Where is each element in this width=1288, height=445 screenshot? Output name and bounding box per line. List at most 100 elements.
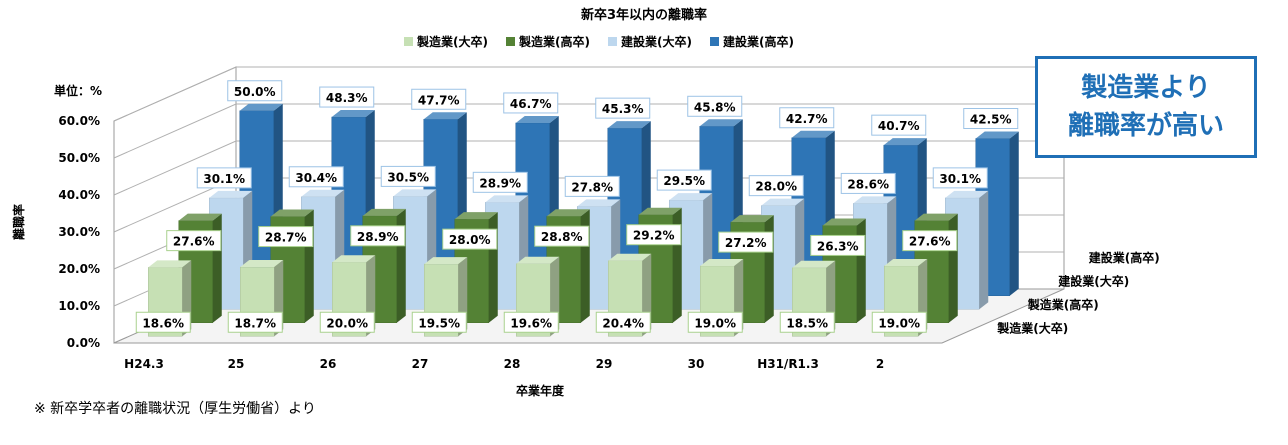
data-label-box <box>534 225 590 247</box>
y-tick-label: 30.0% <box>58 225 100 239</box>
bar-top <box>332 255 376 263</box>
legend-swatch-mfg-hs <box>505 37 515 46</box>
bar-top <box>301 189 345 197</box>
data-label: 27.2% <box>725 236 767 250</box>
bar-top <box>730 215 774 223</box>
data-label: 29.2% <box>633 229 675 243</box>
legend-swatch-con-hs <box>709 37 719 46</box>
bar-top <box>791 130 835 138</box>
data-label: 20.0% <box>326 316 368 330</box>
data-label: 29.5% <box>663 174 705 188</box>
bar-top <box>424 257 468 265</box>
legend: 製造業(大卒) 製造業(高卒) 建設業(大卒) 建設業(高卒) <box>404 33 794 50</box>
bar-top <box>393 189 437 197</box>
data-label: 18.5% <box>786 316 828 330</box>
data-label: 28.9% <box>357 230 399 244</box>
data-label-box <box>595 311 651 333</box>
data-label: 28.8% <box>541 230 583 244</box>
bar-top <box>362 208 406 216</box>
bar-top <box>914 213 958 221</box>
data-label: 19.6% <box>510 316 552 330</box>
legend-label-mfg-hs: 製造業(高卒) <box>518 35 590 49</box>
data-label-box <box>503 311 559 333</box>
bar-top <box>761 198 805 206</box>
data-label-box <box>350 225 406 247</box>
bar-top <box>822 218 866 226</box>
x-tick-label: 30 <box>688 357 705 371</box>
data-label-box <box>656 169 712 191</box>
x-tick-label: H24.3 <box>124 357 164 371</box>
legend-item-con-hs: 建設業(高卒) <box>709 33 794 50</box>
chart-title: 新卒3年以内の離職率 <box>580 8 708 23</box>
data-label: 19.0% <box>694 316 736 330</box>
bar-top <box>792 260 836 268</box>
bar-top <box>454 212 498 220</box>
data-label-box <box>472 171 528 193</box>
data-label-box <box>442 228 498 250</box>
bar-side <box>948 213 958 323</box>
bar-top <box>178 213 222 221</box>
y-tick-label: 20.0% <box>58 262 100 276</box>
data-label-box <box>258 226 314 248</box>
data-label-box <box>503 92 559 114</box>
data-label-box <box>840 172 896 194</box>
bar-top <box>669 193 713 201</box>
x-tick-label: H31/R1.3 <box>757 357 819 371</box>
x-tick-label: 26 <box>320 357 337 371</box>
data-label-box <box>288 166 344 188</box>
data-label-box <box>748 175 804 197</box>
data-label: 28.9% <box>479 176 521 190</box>
data-label: 19.5% <box>418 316 460 330</box>
y-tick-label: 0.0% <box>67 336 100 350</box>
y-tick-label: 10.0% <box>58 299 100 313</box>
data-label-box <box>932 167 988 189</box>
source-note: ※ 新卒学卒者の離職状況（厚生労働省）より <box>34 401 316 417</box>
bar-top <box>945 190 989 198</box>
legend-swatch-mfg-univ <box>404 37 413 46</box>
gridline <box>113 103 1064 159</box>
data-label-box <box>810 234 866 256</box>
data-label: 30.5% <box>387 170 429 184</box>
data-label: 45.8% <box>694 100 736 114</box>
y-tick-label: 60.0% <box>58 114 100 128</box>
legend-swatch-con-univ <box>607 37 617 46</box>
data-label-box <box>779 107 835 129</box>
data-label-box <box>380 165 436 187</box>
bar-top <box>515 115 559 123</box>
bar-side <box>212 213 222 323</box>
y-tick-label: 40.0% <box>58 188 100 202</box>
depth-tick-label: 建設業(高卒) <box>1088 250 1160 265</box>
data-label: 47.7% <box>418 93 460 107</box>
bar-top <box>239 103 283 111</box>
data-label: 27.6% <box>909 235 951 249</box>
bar-side <box>979 190 989 310</box>
x-tick-label: 25 <box>228 357 245 371</box>
data-label: 28.0% <box>449 233 491 247</box>
data-label-box <box>411 311 467 333</box>
data-label-box <box>411 88 467 110</box>
data-label-box <box>871 311 927 333</box>
data-label: 42.7% <box>786 112 828 126</box>
data-label-box <box>227 80 283 102</box>
data-label: 48.3% <box>326 91 368 105</box>
legend-label-con-hs: 建設業(高卒) <box>722 35 794 49</box>
data-label: 19.0% <box>878 316 920 330</box>
legend-label-mfg-univ: 製造業(大卒) <box>417 35 488 49</box>
data-label: 28.7% <box>265 231 307 245</box>
data-label: 28.6% <box>847 177 889 191</box>
data-label-box <box>687 95 743 117</box>
bar-top <box>240 260 284 268</box>
bar-top <box>577 199 621 207</box>
y-tick-label: 50.0% <box>58 151 100 165</box>
data-label: 30.1% <box>939 172 981 186</box>
bar-top <box>699 119 743 127</box>
data-label: 42.5% <box>970 113 1012 127</box>
legend-item-mfg-hs: 製造業(高卒) <box>505 33 590 50</box>
x-axis-title: 卒業年度 <box>515 384 564 398</box>
bar-top <box>516 256 560 264</box>
data-label-box <box>963 108 1019 129</box>
bar-side <box>1009 131 1019 296</box>
data-label-box <box>319 86 375 108</box>
bar-top <box>975 131 1019 139</box>
data-label: 40.7% <box>878 119 920 133</box>
